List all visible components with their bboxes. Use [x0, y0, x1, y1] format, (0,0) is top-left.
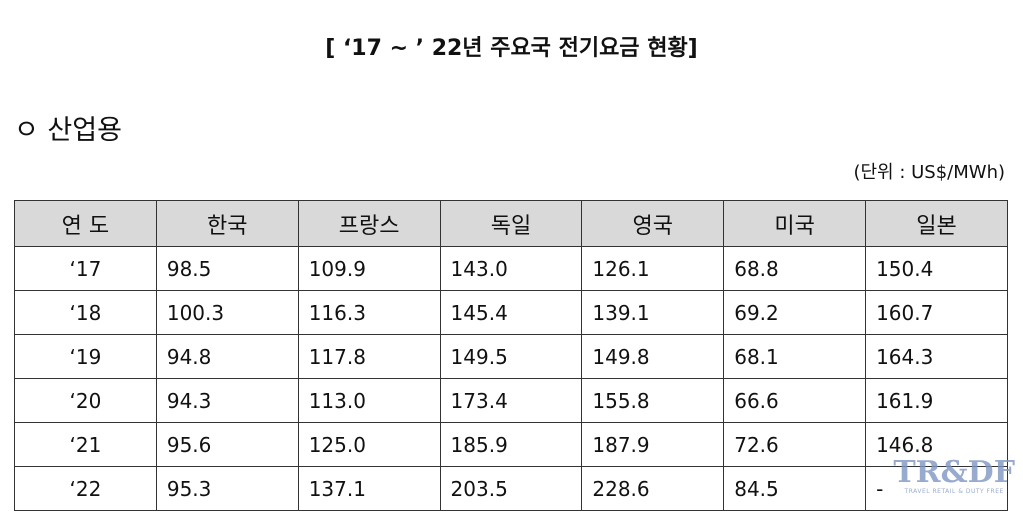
column-header: 일본: [865, 200, 1008, 247]
table-row: ‘19 94.8 117.8 149.5 149.8 68.1 164.3: [14, 334, 1008, 379]
column-header: 연 도: [14, 200, 157, 247]
value-cell: 125.0: [297, 422, 441, 467]
value-cell: 164.3: [865, 334, 1008, 379]
value-cell: 117.8: [297, 334, 441, 379]
year-cell: ‘22: [14, 466, 157, 511]
column-header: 영국: [581, 200, 725, 247]
value-cell: 68.8: [723, 246, 867, 291]
table-row: ‘22 95.3 137.1 203.5 228.6 84.5-: [14, 466, 1008, 511]
table-head: 연 도 한국 프랑스 독일 영국 미국 일본: [14, 200, 1008, 247]
value-cell: 187.9: [581, 422, 725, 467]
value-cell: 155.8: [581, 378, 725, 423]
value-cell: 116.3: [297, 290, 441, 335]
value-cell: 109.9: [297, 246, 441, 291]
value-cell: 94.3: [155, 378, 299, 423]
value-cell: 203.5: [439, 466, 583, 511]
year-cell: ‘20: [14, 378, 157, 423]
value-cell: 113.0: [297, 378, 441, 423]
table-row: ‘17 98.5 109.9 143.0 126.1 68.8 150.4: [14, 246, 1008, 291]
value-cell: 95.3: [155, 466, 299, 511]
value-cell: 150.4: [865, 246, 1008, 291]
value-cell: 149.5: [439, 334, 583, 379]
value-cell: 66.6: [723, 378, 867, 423]
table-row: ‘20 94.3 113.0 173.4 155.8 66.6 161.9: [14, 378, 1008, 423]
section-label: ㅇ 산업용: [14, 115, 122, 146]
value-cell: 98.5: [155, 246, 299, 291]
value-cell: 139.1: [581, 290, 725, 335]
watermark: TR&DF TRAVEL RETAIL & DUTY FREE: [893, 455, 1015, 496]
value-cell: 72.6: [723, 422, 867, 467]
column-header: 프랑스: [297, 200, 441, 247]
value-cell: 84.5: [723, 466, 867, 511]
value-cell: 126.1: [581, 246, 725, 291]
year-cell: ‘21: [14, 422, 157, 467]
value-cell: 161.9: [865, 378, 1008, 423]
value-cell: 94.8: [155, 334, 299, 379]
price-table: 연 도 한국 프랑스 독일 영국 미국 일본 ‘17 98.5 109.9 143.0 126.1 6…: [14, 200, 1008, 511]
title: [ ‘17 ~ ’ 22년 주요국 전기요금 현황]: [325, 36, 698, 61]
column-header: 한국: [155, 200, 299, 247]
header-row: 연 도 한국 프랑스 독일 영국 미국 일본: [14, 200, 1008, 247]
watermark-tagline: TRAVEL RETAIL & DUTY FREE: [904, 488, 1004, 495]
value-cell: 95.6: [155, 422, 299, 467]
value-cell: 146.8: [865, 422, 1008, 467]
unit-label: (단위 : US$/MWh): [853, 162, 1005, 183]
table-row: ‘18 100.3 116.3 145.4 139.1 69.2 160.7: [14, 290, 1008, 335]
table-row: ‘21 95.6 125.0 185.9 187.9 72.6 146.8: [14, 422, 1008, 467]
year-cell: ‘17: [14, 246, 157, 291]
value-cell: -: [865, 466, 1008, 511]
value-cell: 100.3: [155, 290, 299, 335]
value-cell: 173.4: [439, 378, 583, 423]
year-cell: ‘18: [14, 290, 157, 335]
value-cell: 185.9: [439, 422, 583, 467]
year-cell: ‘19: [14, 334, 157, 379]
value-cell: 228.6: [581, 466, 725, 511]
value-cell: 143.0: [439, 246, 583, 291]
value-cell: 69.2: [723, 290, 867, 335]
value-cell: 160.7: [865, 290, 1008, 335]
value-cell: 68.1: [723, 334, 867, 379]
value-cell: 149.8: [581, 334, 725, 379]
table-body: ‘17 98.5 109.9 143.0 126.1 68.8 150.4 ‘18 100.3 1…: [14, 246, 1008, 511]
column-header: 미국: [723, 200, 867, 247]
column-header: 독일: [439, 200, 583, 247]
watermark-logo: TR&DF: [893, 455, 1015, 490]
value-cell: 137.1: [297, 466, 441, 511]
value-cell: 145.4: [439, 290, 583, 335]
